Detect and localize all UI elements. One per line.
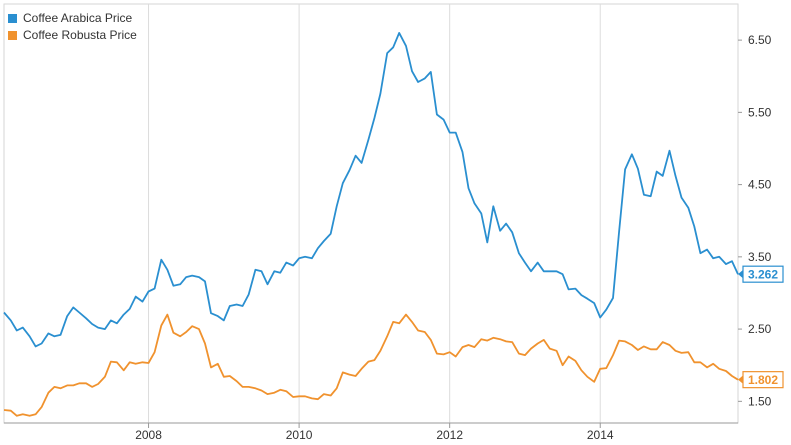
x-tick-label: 2008 bbox=[135, 428, 162, 442]
y-tick-label: 2.50 bbox=[748, 322, 772, 336]
value-labels: 3.262 1.802 bbox=[738, 265, 784, 389]
series-lines bbox=[3, 32, 739, 417]
legend: Coffee Arabica Price Coffee Robusta Pric… bbox=[8, 10, 137, 44]
axes: 2008 2010 2012 2014 1.50 2.50 3.50 4.50 5.50 6.50 bbox=[4, 33, 772, 442]
y-tick-label: 4.50 bbox=[748, 178, 772, 192]
y-tick-label: 5.50 bbox=[748, 105, 772, 119]
series-line-arabica bbox=[3, 32, 739, 348]
value-label-robusta: 1.802 bbox=[748, 373, 778, 387]
legend-item-robusta[interactable]: Coffee Robusta Price bbox=[8, 27, 137, 44]
x-tick-label: 2014 bbox=[587, 428, 614, 442]
legend-swatch-arabica bbox=[8, 14, 17, 23]
legend-item-arabica[interactable]: Coffee Arabica Price bbox=[8, 10, 137, 27]
y-tick-label: 1.50 bbox=[748, 394, 772, 408]
value-label-arabica: 3.262 bbox=[748, 268, 778, 282]
legend-swatch-robusta bbox=[8, 31, 17, 40]
value-badge-robusta bbox=[742, 371, 784, 389]
y-tick-label: 6.50 bbox=[748, 33, 772, 47]
x-tick-label: 2010 bbox=[286, 428, 313, 442]
series-line-robusta bbox=[3, 313, 739, 417]
legend-label-arabica: Coffee Arabica Price bbox=[23, 11, 133, 25]
y-tick-label: 3.50 bbox=[748, 250, 772, 264]
value-badge-arabica bbox=[742, 265, 784, 283]
legend-label-robusta: Coffee Robusta Price bbox=[23, 28, 137, 42]
x-tick-label: 2012 bbox=[436, 428, 463, 442]
